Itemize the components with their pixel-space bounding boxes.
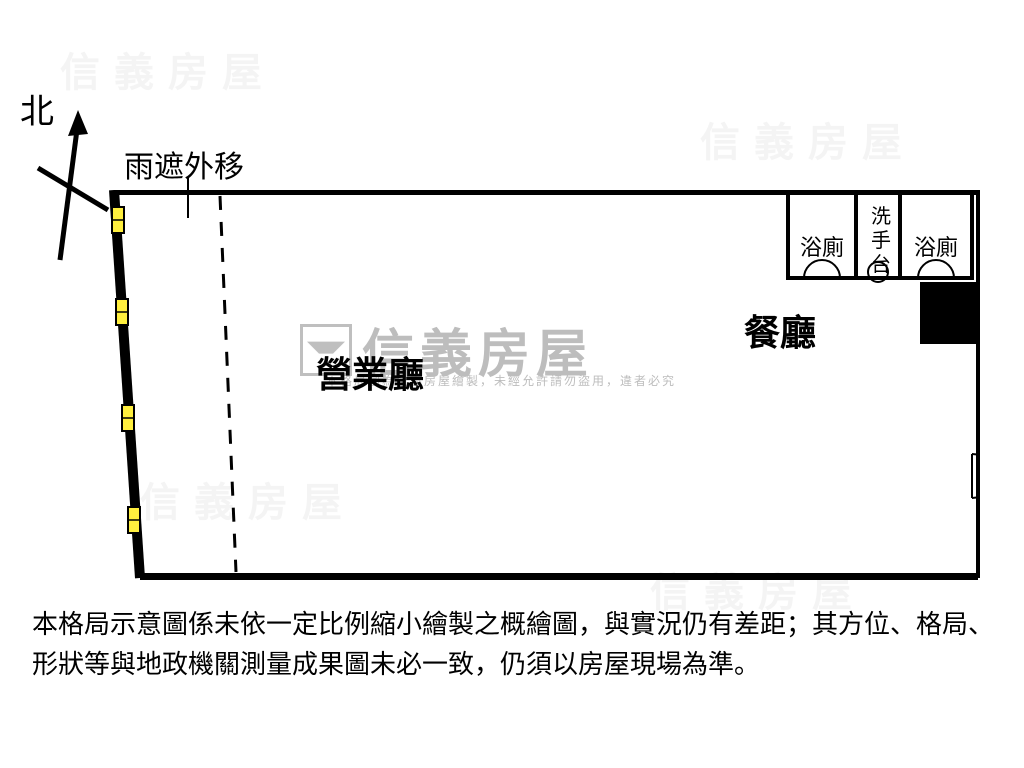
watermark-faint: 信義房屋 [60,40,276,98]
bathroom-right-label: 浴廁 [914,230,958,262]
business-hall-label: 營業廳 [316,346,424,398]
bathroom-left-label: 浴廁 [800,230,844,262]
dining-hall-label: 餐廳 [744,304,816,356]
disclaimer-text: 本格局示意圖係未依一定比例縮小繪製之概繪圖，與實況仍有差距；其方位、格局、形狀等… [32,604,1004,685]
watermark-faint: 信義房屋 [700,110,916,168]
stage: 信義房屋信義房屋信義房屋信義房屋 北 雨遮外移 信義房屋 本格局圖為信義房屋繪製… [0,0,1024,768]
awning-label: 雨遮外移 [124,142,244,186]
sink-label-3: 台 [871,248,891,277]
